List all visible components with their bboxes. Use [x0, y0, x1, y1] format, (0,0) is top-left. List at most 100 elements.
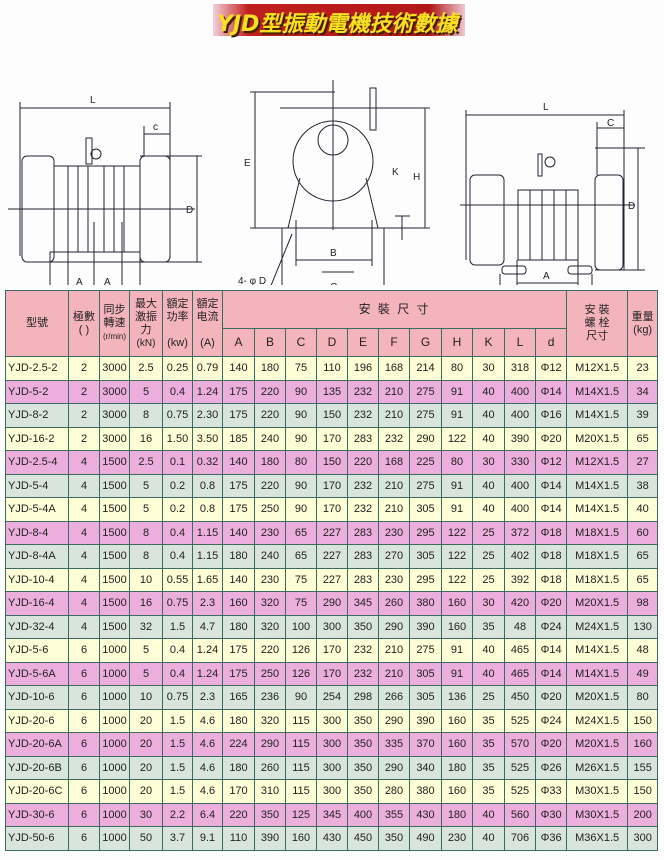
cell-C: 75: [285, 356, 317, 381]
cell-F: 210: [378, 497, 410, 522]
cell-power: 2.2: [162, 802, 193, 827]
cell-D: 254: [316, 685, 348, 710]
cell-D: 300: [316, 708, 348, 733]
cell-bolt: M24X1.5: [566, 614, 629, 639]
cell-E: 283: [347, 520, 379, 545]
cell-B: 220: [254, 638, 286, 663]
cell-speed: 1500: [99, 497, 130, 522]
cell-C: 115: [285, 779, 317, 804]
cell-K: 35: [472, 614, 505, 639]
header-force-line: 激振: [135, 310, 157, 323]
cell-H: 180: [441, 755, 473, 780]
cell-current: 6.4: [192, 802, 223, 827]
cell-C: 75: [285, 567, 317, 592]
cell-poles: 6: [68, 802, 100, 827]
cell-weight: 34: [627, 379, 659, 404]
cell-K: 40: [472, 473, 505, 498]
cell-poles: 6: [68, 779, 100, 804]
cell-F: 232: [378, 426, 410, 451]
cell-D: 170: [316, 497, 348, 522]
cell-bolt: M20X1.5: [566, 426, 629, 451]
cell-D: 430: [316, 826, 348, 851]
cell-model: YJD-5-6: [5, 638, 69, 663]
cell-B: 236: [254, 685, 286, 710]
cell-H: 91: [441, 379, 473, 404]
cell-A: 185: [222, 426, 255, 451]
cell-G: 380: [409, 779, 442, 804]
cell-speed: 1000: [99, 826, 130, 851]
cell-A: 175: [222, 497, 255, 522]
cell-B: 320: [254, 708, 286, 733]
cell-L: 465: [504, 661, 536, 686]
cell-K: 40: [472, 802, 505, 827]
cell-B: 180: [254, 356, 286, 381]
cell-d: Φ18: [534, 544, 568, 569]
spec-table: 型號 極數( ) 同步 轉速 (r/min) 最大 激振力 (kN) 額定 功率 (kw) …: [5, 290, 659, 851]
cell-L: 420: [504, 591, 536, 616]
header-dim-G: G: [409, 328, 442, 357]
header-poles: 極數( ): [68, 290, 100, 357]
cell-bolt: M20X1.5: [566, 591, 629, 616]
cell-E: 232: [347, 497, 379, 522]
table-row: YJD-10-4 4 1500 10 0.55 1.65 140 230 75 227 283 230…: [5, 567, 659, 592]
header-dim-C: C: [285, 328, 317, 357]
header-current-unit: (A): [200, 336, 215, 349]
cell-model: YJD-50-6: [5, 826, 69, 851]
table-row: YJD-30-6 6 1000 30 2.2 6.4 220 350 125 345 400 355 4…: [5, 802, 659, 827]
side-view-diagram-2: L C D A F: [460, 102, 645, 285]
cell-current: 2.30: [192, 403, 223, 428]
cell-A: 140: [222, 520, 255, 545]
cell-weight: 27: [627, 450, 659, 475]
cell-force: 16: [129, 591, 163, 616]
cell-model: YJD-8-2: [5, 403, 69, 428]
cell-B: 290: [254, 732, 286, 757]
header-bolt-line: 螺 栓: [584, 317, 610, 329]
cell-G: 275: [409, 473, 442, 498]
cell-K: 40: [472, 826, 505, 851]
cell-D: 300: [316, 732, 348, 757]
cell-L: 570: [504, 732, 536, 757]
cell-d: Φ20: [534, 426, 568, 451]
header-force-line: 最大: [135, 297, 157, 310]
cell-B: 250: [254, 661, 286, 686]
header-speed-line: 同步: [103, 304, 126, 316]
cell-model: YJD-20-6B: [5, 755, 69, 780]
table-row: YJD-5-6 6 1000 5 0.4 1.24 175 220 126 170 232 210 27…: [5, 638, 659, 663]
cell-B: 390: [254, 826, 286, 851]
cell-power: 1.50: [162, 426, 193, 451]
cell-D: 170: [316, 638, 348, 663]
cell-power: 0.25: [162, 356, 193, 381]
header-row: 型號 極數( ) 同步 轉速 (r/min) 最大 激振力 (kN) 額定 功率 (kw) …: [5, 290, 659, 357]
cell-poles: 6: [68, 826, 100, 851]
cell-poles: 4: [68, 497, 100, 522]
cell-F: 210: [378, 661, 410, 686]
cell-power: 0.75: [162, 591, 193, 616]
table-row: YJD-50-6 6 1000 50 3.7 9.1 110 390 160 430 450 350 4…: [5, 826, 659, 851]
cell-E: 196: [347, 356, 379, 381]
table-row: YJD-16-4 4 1500 16 0.75 2.3 160 320 75 290 345 260 3…: [5, 591, 659, 616]
cell-G: 390: [409, 708, 442, 733]
cell-weight: 40: [627, 497, 659, 522]
cell-power: 1.5: [162, 779, 193, 804]
cell-E: 350: [347, 755, 379, 780]
cell-E: 350: [347, 779, 379, 804]
header-speed-line: 轉速: [103, 317, 126, 329]
cell-F: 210: [378, 379, 410, 404]
cell-K: 35: [472, 779, 505, 804]
header-bolt: 安 裝螺 栓尺寸: [566, 290, 629, 357]
cell-K: 25: [472, 685, 505, 710]
cell-power: 0.2: [162, 473, 193, 498]
cell-C: 115: [285, 755, 317, 780]
cell-weight: 65: [627, 567, 659, 592]
cell-speed: 3000: [99, 356, 130, 381]
cell-A: 175: [222, 638, 255, 663]
cell-A: 110: [222, 826, 255, 851]
cell-C: 65: [285, 520, 317, 545]
cell-poles: 2: [68, 356, 100, 381]
label-c: c: [153, 122, 158, 133]
cell-d: Φ14: [534, 379, 568, 404]
cell-speed: 1500: [99, 614, 130, 639]
table-row: YJD-16-2 2 3000 16 1.50 3.50 185 240 90 170 283 232…: [5, 426, 659, 451]
cell-H: 91: [441, 473, 473, 498]
cell-E: 298: [347, 685, 379, 710]
